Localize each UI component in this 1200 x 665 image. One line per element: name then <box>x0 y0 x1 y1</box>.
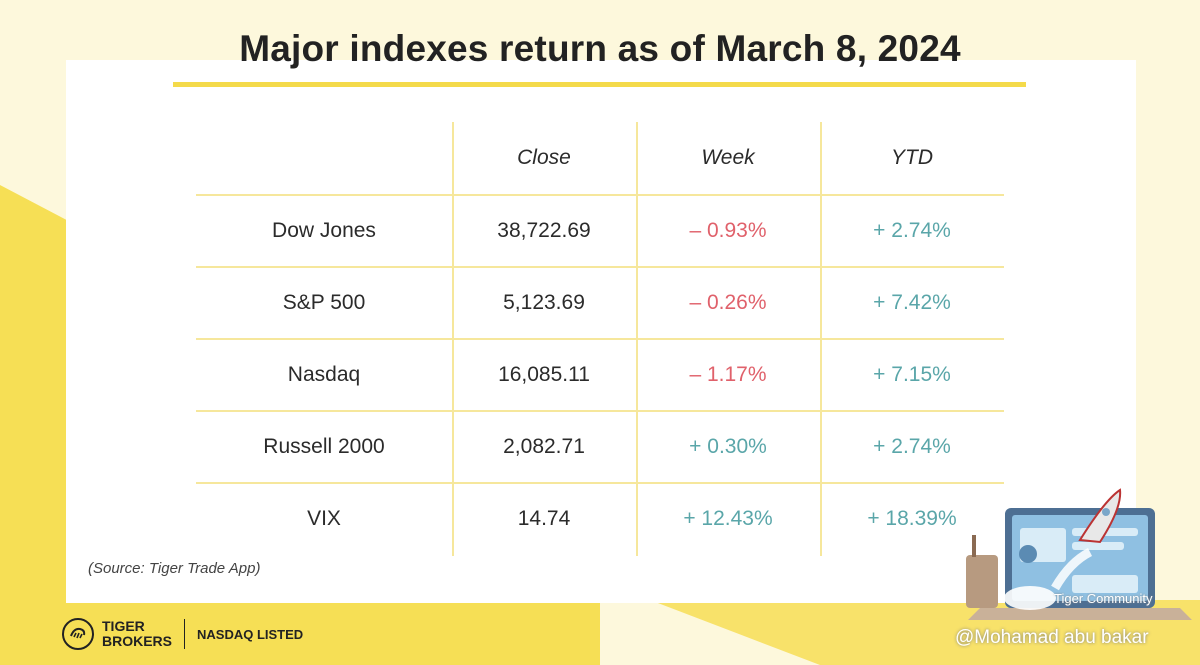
header-ytd: YTD <box>891 146 933 169</box>
row-divider <box>196 410 1004 412</box>
close-value: 5,123.69 <box>503 291 585 314</box>
close-value: 16,085.11 <box>498 363 590 386</box>
week-return: + 12.43% <box>683 507 773 530</box>
returns-table: Close Week YTD Dow Jones 38,722.69 – 0.9… <box>196 122 1004 556</box>
laptop-rocket-illustration <box>966 488 1192 620</box>
close-value: 14.74 <box>517 507 571 530</box>
close-value: 38,722.69 <box>497 219 591 242</box>
row-divider <box>196 194 1004 196</box>
index-name: VIX <box>307 507 341 530</box>
ytd-return: + 2.74% <box>873 435 951 458</box>
logo-line1: TIGER <box>102 618 145 634</box>
row-divider <box>196 338 1004 340</box>
ytd-return: + 2.74% <box>873 219 951 242</box>
logo-wordmark: TIGER BROKERS <box>102 619 172 649</box>
header-week: Week <box>701 146 755 169</box>
ytd-return: + 7.42% <box>873 291 951 314</box>
tiger-brokers-logo: TIGER BROKERS NASDAQ LISTED <box>62 618 303 650</box>
table-card <box>66 60 1136 603</box>
week-return: + 0.30% <box>689 435 767 458</box>
source-note: (Source: Tiger Trade App) <box>88 560 261 577</box>
index-name: S&P 500 <box>282 291 366 314</box>
logo-divider <box>184 619 186 649</box>
tiger-icon <box>62 618 94 650</box>
header-close: Close <box>517 146 571 169</box>
index-name: Nasdaq <box>287 363 361 386</box>
page-title: Major indexes return as of March 8, 2024 <box>239 28 961 69</box>
logo-line2: BROKERS <box>102 633 173 649</box>
ytd-return: + 18.39% <box>867 507 957 530</box>
week-return: – 0.26% <box>689 291 767 314</box>
week-return: – 1.17% <box>689 363 767 386</box>
row-divider <box>196 482 1004 484</box>
ytd-return: + 7.15% <box>873 363 951 386</box>
nasdaq-listed-label: NASDAQ LISTED <box>197 626 304 642</box>
index-name: Dow Jones <box>272 219 376 242</box>
author-watermark: @Mohamad abu bakar <box>955 627 1149 648</box>
title-underline <box>173 82 1026 87</box>
week-return: – 0.93% <box>689 219 767 242</box>
community-watermark: Tiger Community <box>1054 591 1153 606</box>
close-value: 2,082.71 <box>503 435 585 458</box>
row-divider <box>196 266 1004 268</box>
index-name: Russell 2000 <box>263 435 385 458</box>
